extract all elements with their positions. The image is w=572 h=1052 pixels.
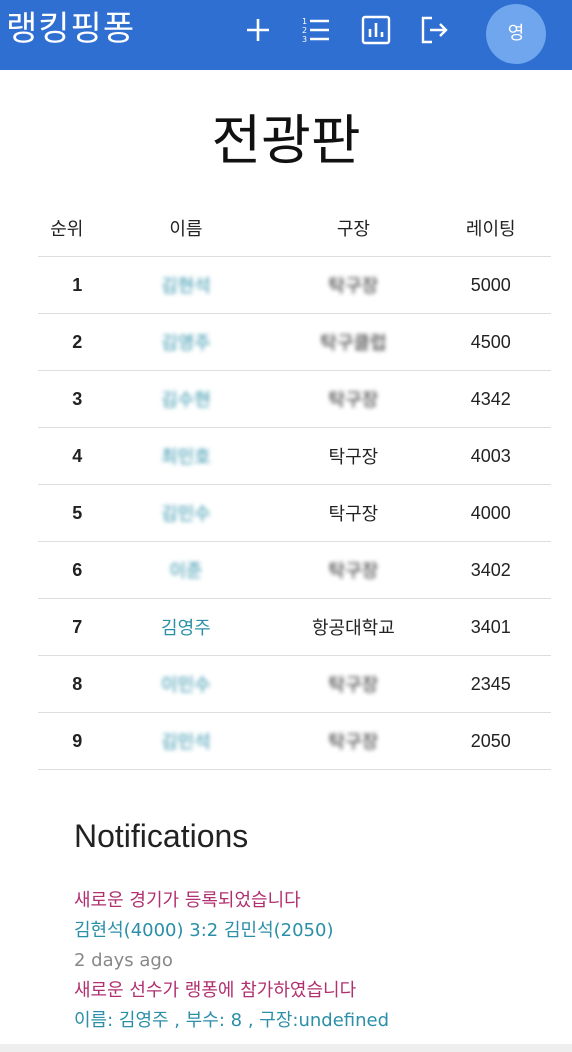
player-name-link[interactable]: 김민수 <box>161 504 211 525</box>
name-cell: 이준 <box>95 541 277 599</box>
table-row: 5 김민수 탁구장 4000 <box>38 484 551 542</box>
table-row: 3 김수현 탁구장 4342 <box>38 370 551 428</box>
club-name: 탁구장 <box>328 504 379 525</box>
club-cell: 탁구장 <box>276 370 431 428</box>
table-row: 8 이민수 탁구장 2345 <box>38 655 551 713</box>
notification-head: 새로운 경기가 등록되었습니다 <box>74 890 301 911</box>
notifications-title: Notifications <box>74 818 249 854</box>
column-header-club: 구장 <box>276 200 431 257</box>
name-cell: 김영주 <box>95 313 277 371</box>
club-cell: 탁구장 <box>276 484 431 542</box>
club-name: 탁구장 <box>328 561 379 582</box>
club-name: 탁구장 <box>328 390 379 411</box>
name-cell: 최민호 <box>95 427 277 485</box>
club-name: 항공대학교 <box>311 618 395 639</box>
club-name: 탁구장 <box>328 732 379 753</box>
name-cell: 김영주 <box>95 598 277 656</box>
rank-cell: 7 <box>38 598 96 656</box>
player-name-link[interactable]: 김수현 <box>161 390 211 411</box>
table-row: 2 김영주 탁구클럽 4500 <box>38 313 551 371</box>
page-title: 전광판 <box>211 109 361 172</box>
rank-cell: 4 <box>38 427 96 485</box>
player-name-link[interactable]: 이민수 <box>161 675 211 696</box>
notification-time: 2 days ago <box>74 950 173 971</box>
notification-body[interactable]: 이름: 김영주 , 부수: 8 , 구장:undefined <box>74 1010 390 1031</box>
club-cell: 탁구장 <box>276 427 431 485</box>
club-name: 탁구클럽 <box>320 333 387 354</box>
player-name-link[interactable]: 이준 <box>169 561 203 582</box>
player-name-link[interactable]: 김민석 <box>161 732 211 753</box>
name-cell: 김민수 <box>95 484 277 542</box>
svg-text:1: 1 <box>302 17 307 26</box>
notification-body[interactable]: 김현석(4000) 3:2 김민석(2050) <box>74 920 334 941</box>
logout-icon[interactable] <box>418 14 450 46</box>
app-bar: 랭킹핑퐁 1 2 3 영 <box>0 0 572 70</box>
club-cell: 탁구장 <box>276 712 431 770</box>
table-row: 9 김민석 탁구장 2050 <box>38 712 551 770</box>
brand-title[interactable]: 랭킹핑퐁 <box>6 9 136 49</box>
club-name: 탁구장 <box>328 276 379 297</box>
rating-cell: 5000 <box>430 256 551 314</box>
bottom-scrollbar-track <box>0 1044 572 1052</box>
rating-cell: 4500 <box>430 313 551 371</box>
plus-icon[interactable] <box>242 14 274 46</box>
rating-cell: 3401 <box>430 598 551 656</box>
table-row: 7 김영주 항공대학교 3401 <box>38 598 551 656</box>
club-name: 탁구장 <box>328 447 379 468</box>
name-cell: 이민수 <box>95 655 277 713</box>
rank-cell: 3 <box>38 370 96 428</box>
name-cell: 김현석 <box>95 256 277 314</box>
rating-cell: 4003 <box>430 427 551 485</box>
column-header-rank: 순위 <box>38 200 96 257</box>
table-row: 1 김현석 탁구장 5000 <box>38 256 551 314</box>
name-cell: 김민석 <box>95 712 277 770</box>
list-icon[interactable]: 1 2 3 <box>300 14 332 46</box>
club-name: 탁구장 <box>328 675 379 696</box>
rank-cell: 6 <box>38 541 96 599</box>
table-row: 6 이준 탁구장 3402 <box>38 541 551 599</box>
svg-text:3: 3 <box>302 35 307 44</box>
player-name-link[interactable]: 김영주 <box>161 333 211 354</box>
column-header-name: 이름 <box>95 200 277 257</box>
rank-cell: 1 <box>38 256 96 314</box>
rating-cell: 2345 <box>430 655 551 713</box>
rating-cell: 3402 <box>430 541 551 599</box>
avatar[interactable]: 영 <box>486 4 546 64</box>
player-name-link[interactable]: 최민호 <box>161 447 211 468</box>
rating-cell: 4000 <box>430 484 551 542</box>
player-name-link[interactable]: 김영주 <box>161 618 211 639</box>
name-cell: 김수현 <box>95 370 277 428</box>
chart-icon[interactable] <box>360 14 392 46</box>
player-name-link[interactable]: 김현석 <box>161 276 211 297</box>
club-cell: 탁구장 <box>276 541 431 599</box>
club-cell: 탁구클럽 <box>276 313 431 371</box>
rank-cell: 8 <box>38 655 96 713</box>
svg-text:2: 2 <box>302 26 307 35</box>
table-row: 4 최민호 탁구장 4003 <box>38 427 551 485</box>
club-cell: 탁구장 <box>276 256 431 314</box>
table-header-row: 순위 이름 구장 레이팅 <box>38 200 551 257</box>
rating-cell: 4342 <box>430 370 551 428</box>
rank-cell: 9 <box>38 712 96 770</box>
leaderboard-table: 순위 이름 구장 레이팅 1 김현석 탁구장 5000 2 김영주 탁구클럽 4500 3 김수현… <box>38 200 551 770</box>
club-cell: 항공대학교 <box>276 598 431 656</box>
rank-cell: 5 <box>38 484 96 542</box>
club-cell: 탁구장 <box>276 655 431 713</box>
rating-cell: 2050 <box>430 712 551 770</box>
column-header-rating: 레이팅 <box>430 200 551 257</box>
rank-cell: 2 <box>38 313 96 371</box>
notification-head: 새로운 선수가 랭퐁에 참가하였습니다 <box>74 980 357 1001</box>
